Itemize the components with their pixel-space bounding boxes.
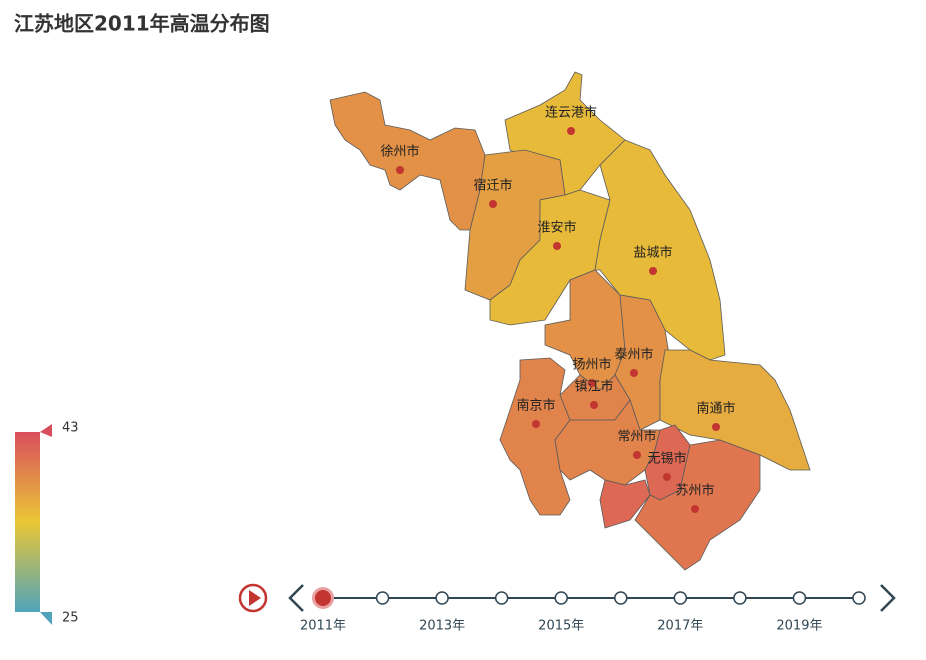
region-label: 南通市 — [696, 401, 735, 417]
visual-map-handle[interactable] — [40, 424, 52, 437]
timeline-point[interactable] — [792, 591, 807, 605]
region-label: 淮安市 — [537, 220, 576, 236]
region-dot — [567, 127, 575, 135]
region — [329, 91, 486, 231]
timeline: 2011年 2013年 2015年 2017年 2019年 — [238, 583, 896, 634]
region-label: 连云港市 — [545, 105, 597, 121]
timeline-point[interactable] — [673, 591, 688, 605]
timeline-label: 2011年 — [300, 619, 346, 634]
visual-map-max: 43 — [62, 421, 79, 436]
region-dot — [396, 166, 404, 174]
region-dot — [588, 379, 596, 387]
play-button[interactable] — [238, 583, 268, 613]
region-dot — [663, 473, 671, 481]
region-dot — [649, 267, 657, 275]
region-dot — [712, 423, 720, 431]
region-dot — [691, 505, 699, 513]
timeline-label: 2015年 — [538, 619, 584, 634]
region-dot — [553, 242, 561, 250]
region-label: 南京市 — [516, 398, 555, 414]
region-dot — [630, 369, 638, 377]
region-label: 盐城市 — [633, 245, 672, 261]
visual-map-bar — [15, 432, 40, 612]
region-label: 徐州市 — [380, 144, 419, 160]
region-label: 扬州市 — [572, 357, 611, 373]
region-label: 宿迁市 — [473, 178, 512, 194]
region — [594, 139, 726, 361]
region-label: 无锡市 — [647, 451, 686, 467]
visual-map-handle[interactable] — [40, 612, 52, 625]
region-dot — [532, 420, 540, 428]
next-button[interactable] — [880, 584, 896, 612]
play-icon — [249, 590, 261, 606]
region — [659, 349, 811, 471]
timeline-label: 2019年 — [776, 619, 822, 634]
timeline-point[interactable] — [494, 591, 509, 605]
region-label: 镇江市 — [574, 379, 613, 395]
timeline-point[interactable] — [315, 590, 331, 606]
visual-map: 43 25 — [15, 421, 79, 626]
timeline-label: 2017年 — [657, 619, 703, 634]
region-label: 泰州市 — [614, 347, 653, 363]
timeline-point[interactable] — [554, 591, 568, 605]
timeline-point[interactable] — [852, 591, 866, 605]
region-dot — [489, 200, 497, 208]
region-label: 常州市 — [617, 429, 656, 445]
region-label: 苏州市 — [675, 483, 714, 499]
timeline-point[interactable] — [614, 591, 628, 605]
region — [634, 439, 761, 571]
timeline-label: 2013年 — [419, 619, 465, 634]
timeline-point[interactable] — [375, 591, 390, 605]
timeline-point[interactable] — [733, 591, 747, 605]
chart-title: 江苏地区2011年高温分布图 — [14, 12, 270, 36]
visual-map-min: 25 — [62, 611, 79, 626]
region-dot — [633, 451, 641, 459]
region — [499, 357, 571, 516]
timeline-point[interactable] — [435, 591, 449, 605]
prev-button[interactable] — [288, 584, 304, 612]
region — [599, 479, 651, 529]
region-dot — [590, 401, 598, 409]
